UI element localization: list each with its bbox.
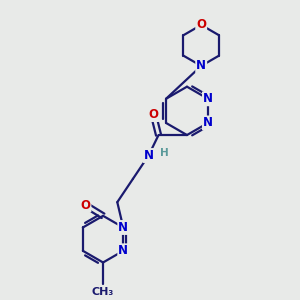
Text: CH₃: CH₃ xyxy=(92,287,114,297)
Text: N: N xyxy=(203,116,213,130)
Text: H: H xyxy=(160,148,169,158)
Text: N: N xyxy=(118,221,128,234)
Text: O: O xyxy=(196,19,206,32)
Text: O: O xyxy=(148,108,158,121)
Text: N: N xyxy=(196,59,206,72)
Text: N: N xyxy=(144,149,154,162)
Text: N: N xyxy=(118,244,128,257)
Text: O: O xyxy=(80,199,90,212)
Text: N: N xyxy=(203,92,213,105)
